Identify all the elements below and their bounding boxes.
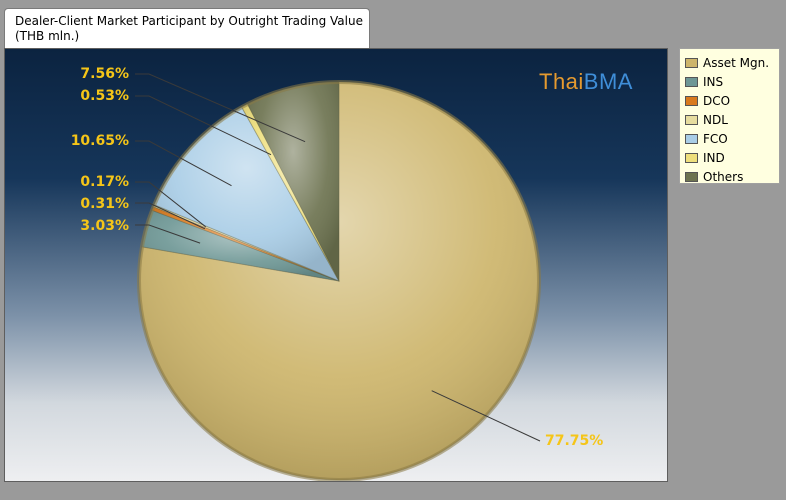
slice-percent-label: 7.56%	[80, 66, 129, 82]
slice-percent-label: 0.17%	[80, 174, 129, 190]
pie-chart: 77.75% 3.03% 0.31% 0.17% 10.65% 0.53% 7.56%	[71, 66, 603, 481]
legend-label: FCO	[703, 131, 728, 146]
pie-slice-shine	[153, 204, 339, 281]
slice-percent-label: 3.03%	[80, 218, 129, 234]
slice-percent-label: 0.31%	[80, 196, 129, 212]
slice-percent-label: 0.53%	[80, 88, 129, 104]
legend-item-ins: INS	[680, 72, 779, 91]
label-leader-line	[135, 73, 306, 143]
label-leader-line	[135, 181, 207, 228]
legend-swatch	[685, 133, 698, 144]
pie-slice-shine	[154, 107, 339, 281]
legend-swatch	[685, 95, 698, 106]
legend-swatch	[685, 76, 698, 87]
legend-label: IND	[703, 150, 725, 165]
legend-label: Others	[703, 169, 744, 184]
legend-label: Asset Mgn.	[703, 55, 770, 70]
label-leader-line	[135, 140, 232, 187]
legend-item-dco: DCO	[680, 91, 779, 110]
legend-label: DCO	[703, 93, 731, 108]
legend-item-ind: IND	[680, 148, 779, 167]
legend-swatch	[685, 152, 698, 163]
legend-swatch	[685, 114, 698, 125]
pie-slice-shine	[241, 104, 339, 281]
chart-title-tab: Dealer-Client Market Participant by Outr…	[4, 8, 370, 50]
legend-label: NDL	[703, 112, 728, 127]
label-leader-line	[135, 202, 206, 230]
slice-percent-label: 10.65%	[71, 133, 129, 149]
legend-item-others: Others	[680, 167, 779, 186]
label-leader-line	[135, 224, 201, 244]
chart-title: Dealer-Client Market Participant by Outr…	[15, 14, 363, 28]
plot-area: ThaiBMA 77.75% 3.03% 0.31% 0.17% 10.65% 0.53%…	[4, 48, 668, 482]
logo-thai-text: Thai	[539, 69, 584, 94]
pie-slice-shine	[139, 82, 540, 481]
logo-bma-text: BMA	[583, 69, 633, 94]
legend-swatch	[685, 171, 698, 182]
slice-percent-label: 77.75%	[545, 433, 603, 449]
pie-rim	[137, 80, 541, 481]
label-leader-line	[135, 95, 272, 156]
legend-item-asset-mgn: Asset Mgn.	[680, 53, 779, 72]
label-leader-line	[431, 390, 541, 442]
pie-slice-shine	[152, 206, 339, 281]
legend-item-ndl: NDL	[680, 110, 779, 129]
legend-label: INS	[703, 74, 724, 89]
pie-slice-shine	[141, 210, 339, 281]
chart-title-unit: (THB mln.)	[15, 29, 80, 43]
legend-swatch	[685, 57, 698, 68]
thaibma-logo: ThaiBMA	[539, 69, 633, 95]
chart-legend: Asset Mgn. INS DCO NDL FCO IND Others	[679, 48, 780, 184]
pie-slice-shine	[247, 82, 339, 281]
legend-item-fco: FCO	[680, 129, 779, 148]
